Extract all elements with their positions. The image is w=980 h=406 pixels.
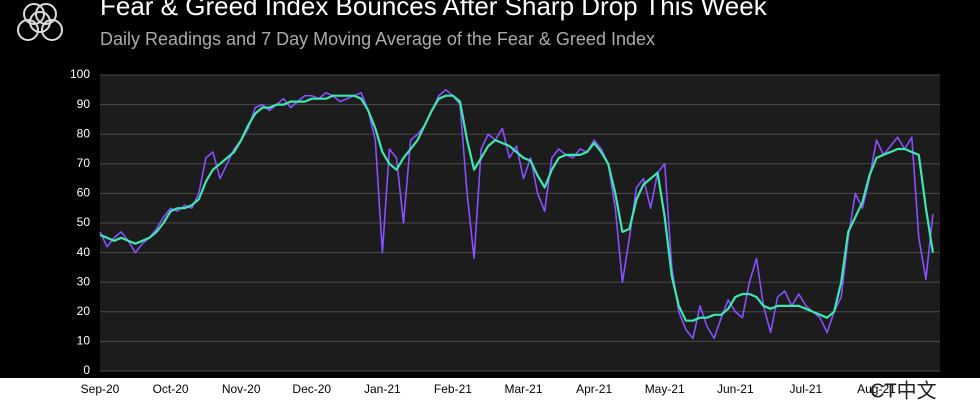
x-tick-label: May-21	[645, 382, 685, 396]
watermark: CT中文	[870, 379, 937, 402]
y-tick-label: 20	[77, 304, 91, 318]
y-tick-label: 40	[77, 245, 91, 259]
x-tick-label: Sep-20	[81, 382, 120, 396]
y-tick-label: 80	[77, 126, 91, 140]
x-tick-label: Dec-20	[292, 382, 331, 396]
y-tick-label: 100	[70, 67, 90, 81]
y-tick-label: 60	[77, 186, 91, 200]
x-tick-label: Jan-21	[364, 382, 401, 396]
y-tick-label: 70	[77, 156, 91, 170]
logo	[17, 3, 63, 41]
y-tick-label: 50	[77, 215, 91, 229]
x-tick-label: Aug-21	[857, 382, 896, 396]
x-tick-label: Jul-21	[790, 382, 823, 396]
axis-band	[0, 378, 980, 406]
x-tick-label: Jun-21	[717, 382, 754, 396]
chart-subtitle: Daily Readings and 7 Day Moving Average …	[100, 29, 655, 49]
x-tick-label: Apr-21	[576, 382, 612, 396]
x-tick-label: Oct-20	[153, 382, 189, 396]
y-tick-label: 90	[77, 97, 91, 111]
y-tick-label: 0	[83, 363, 90, 377]
y-tick-label: 30	[77, 274, 91, 288]
y-tick-label: 10	[77, 334, 91, 348]
x-tick-label: Mar-21	[505, 382, 543, 396]
x-tick-label: Feb-21	[434, 382, 472, 396]
x-tick-label: Nov-20	[222, 382, 261, 396]
chart-title: Fear & Greed Index Bounces After Sharp D…	[100, 0, 768, 21]
series-line	[99, 94, 934, 322]
